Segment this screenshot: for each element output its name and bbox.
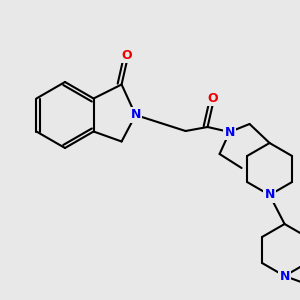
Text: N: N <box>264 188 275 202</box>
Text: O: O <box>207 92 218 104</box>
Text: N: N <box>279 269 290 283</box>
Text: O: O <box>121 49 132 62</box>
Text: N: N <box>224 125 235 139</box>
Text: N: N <box>130 109 141 122</box>
